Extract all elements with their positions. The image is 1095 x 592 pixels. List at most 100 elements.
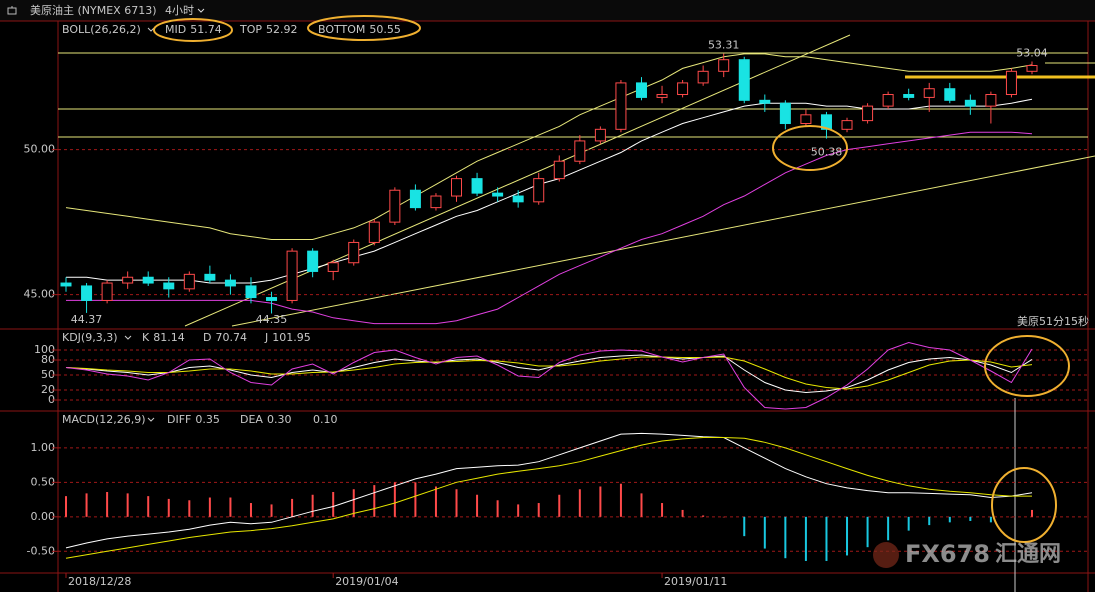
dropdown bbox=[124, 335, 132, 340]
legend-value: 81.14 bbox=[153, 331, 185, 344]
candle-body bbox=[307, 250, 319, 272]
series-line bbox=[66, 131, 1033, 325]
highlight bbox=[984, 335, 1070, 397]
dropdown bbox=[147, 417, 155, 422]
macd-bar bbox=[188, 500, 191, 517]
candle-body bbox=[779, 102, 791, 125]
macd-bar bbox=[578, 489, 581, 517]
symbol-icon bbox=[7, 6, 17, 15]
legend-value: 50.55 bbox=[369, 23, 401, 36]
candle-body bbox=[985, 94, 997, 107]
candle-body bbox=[245, 285, 257, 299]
period-dropdown[interactable] bbox=[197, 8, 205, 13]
candle-body bbox=[738, 59, 750, 101]
macd-bar bbox=[126, 493, 129, 517]
legend-entry: DIFF 0.35 bbox=[167, 413, 220, 426]
symbol[interactable]: 美原油主 (NYMEX 6713) bbox=[30, 3, 157, 17]
macd-bar bbox=[1010, 516, 1013, 518]
macd-bar bbox=[106, 492, 109, 517]
y-tick-label: 1.00 bbox=[31, 441, 56, 454]
candle-body bbox=[430, 195, 442, 209]
price-label: 50.38 bbox=[811, 146, 843, 159]
x-tick-label: 2019/01/04 bbox=[335, 575, 398, 588]
macd-bar bbox=[804, 516, 807, 561]
candle-body bbox=[81, 285, 93, 301]
candle-body bbox=[286, 250, 298, 301]
highlight bbox=[772, 125, 848, 171]
candle-body bbox=[204, 273, 216, 281]
candle-body bbox=[122, 276, 134, 284]
watermark-logo bbox=[873, 542, 899, 568]
candle-body bbox=[635, 82, 647, 98]
candle-body bbox=[163, 282, 175, 290]
candle-body bbox=[882, 94, 894, 107]
macd-bar bbox=[722, 516, 725, 518]
macd-bar bbox=[866, 516, 869, 548]
series-line bbox=[65, 437, 1032, 559]
candle-body bbox=[677, 82, 689, 96]
candle-body bbox=[862, 105, 874, 122]
candle-body bbox=[101, 282, 113, 301]
dropdown bbox=[147, 27, 155, 32]
y-tick-label: 0.00 bbox=[31, 510, 56, 523]
candle-body bbox=[183, 273, 195, 290]
y-tick-label: 20 bbox=[41, 383, 55, 396]
macd-bar bbox=[640, 493, 643, 517]
candle-body bbox=[533, 178, 545, 203]
series-line bbox=[65, 341, 1033, 410]
macd-bar bbox=[846, 516, 849, 556]
macd-bar bbox=[661, 503, 664, 517]
macd-bar bbox=[928, 516, 931, 526]
legend-entry: DEA 0.30 bbox=[240, 413, 291, 426]
candle-body bbox=[224, 279, 236, 287]
macd-bar bbox=[743, 516, 746, 537]
macd-bar bbox=[393, 482, 396, 517]
macd-bar bbox=[537, 503, 540, 517]
candle-body bbox=[923, 88, 935, 98]
candle-body bbox=[944, 88, 956, 101]
legend-value: 101.95 bbox=[272, 331, 311, 344]
candle-body bbox=[492, 192, 504, 197]
countdown: 美原51分15秒 bbox=[1017, 314, 1089, 328]
candle-body bbox=[60, 282, 72, 287]
indicator-title: MACD(12,26,9) bbox=[62, 413, 146, 426]
legend-value: 0.10 bbox=[313, 413, 338, 426]
candle-body bbox=[718, 59, 730, 72]
macd-bar bbox=[373, 485, 376, 517]
highlight bbox=[307, 15, 421, 41]
candle-body bbox=[759, 99, 771, 104]
candle-body bbox=[841, 120, 853, 130]
legend-name: BOTTOM bbox=[318, 23, 365, 36]
legend-name: K bbox=[142, 331, 150, 344]
plot: 45.00 50.00 BOLL(26,26,2) MID 51.74 TOP 52.92 B… bbox=[24, 23, 1088, 588]
legend-value: 0.35 bbox=[195, 413, 220, 426]
y-tick-label: 80 bbox=[41, 353, 55, 366]
macd-bar bbox=[517, 504, 520, 517]
y-tick-label: 45.00 bbox=[24, 288, 56, 301]
macd-bar bbox=[763, 516, 766, 549]
macd-bar bbox=[907, 516, 910, 531]
macd-bar bbox=[311, 494, 314, 517]
macd-bar bbox=[291, 498, 294, 517]
legend-value: 0.30 bbox=[267, 413, 292, 426]
candle-body bbox=[368, 221, 380, 243]
candle-body bbox=[903, 94, 915, 98]
watermark: 汇通网 bbox=[995, 542, 1061, 567]
candle-body bbox=[409, 189, 421, 209]
candle-body bbox=[266, 297, 278, 301]
macd-bar bbox=[147, 496, 150, 517]
macd-bar bbox=[229, 497, 232, 517]
y-tick-label: 50 bbox=[41, 368, 55, 381]
candle-body bbox=[1026, 65, 1038, 72]
legend-entry: MID 51.74 bbox=[165, 23, 222, 36]
legend-name: D bbox=[203, 331, 211, 344]
macd-bar bbox=[208, 497, 211, 517]
trend-line bbox=[231, 155, 1095, 327]
price-label: 44.37 bbox=[71, 313, 103, 326]
y-tick-label: 50.00 bbox=[24, 143, 56, 156]
legend-entry: J 101.95 bbox=[264, 331, 311, 344]
legend-name: TOP bbox=[239, 23, 262, 36]
legend-name: DIFF bbox=[167, 413, 191, 426]
period[interactable]: 4小时 bbox=[165, 4, 194, 17]
